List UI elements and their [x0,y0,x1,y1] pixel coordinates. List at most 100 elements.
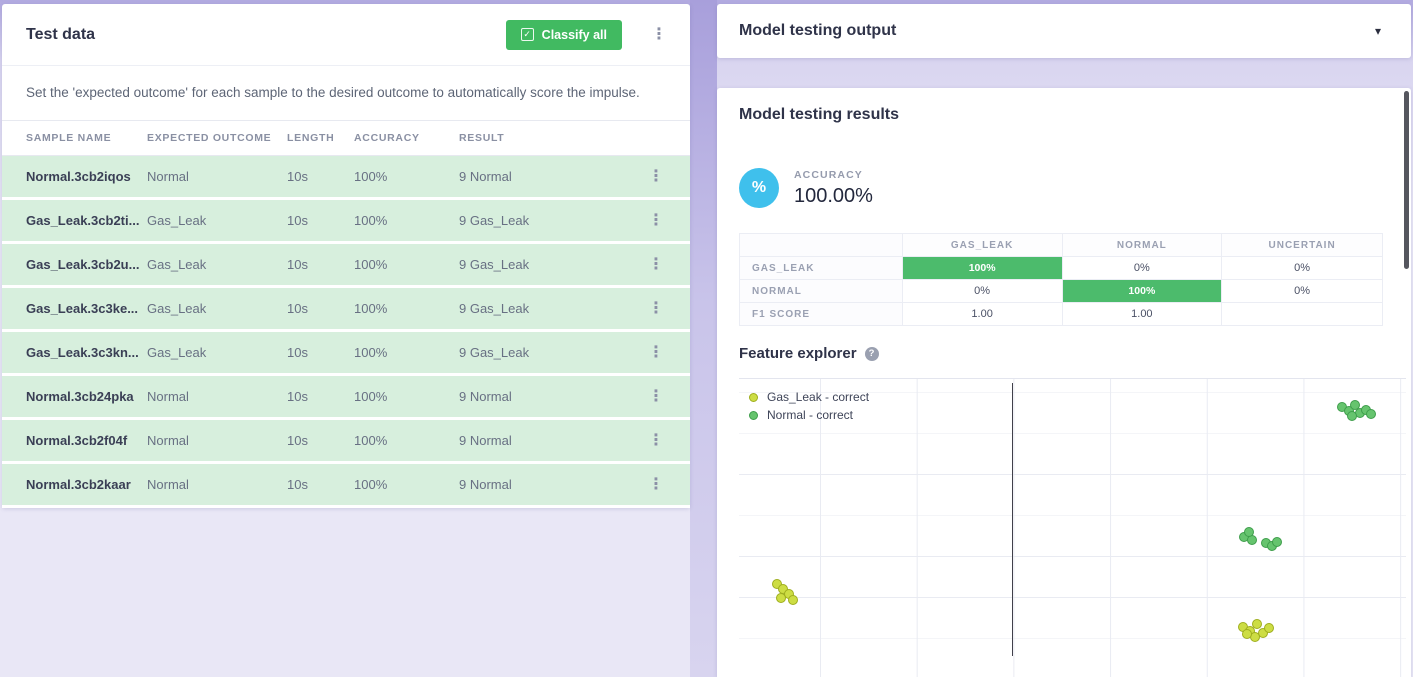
accuracy: 100% [354,330,459,376]
results-title: Model testing results [739,106,900,123]
sample-name: Gas_Leak.3c3ke... [2,286,147,332]
row-menu-icon[interactable]: ⋮ [648,299,664,317]
test-data-description: Set the 'expected outcome' for each samp… [26,85,640,100]
cm-cell: 1.00 [901,302,1063,326]
scatter-point[interactable] [1252,619,1262,629]
accuracy: 100% [354,155,459,200]
legend-item[interactable]: Gas_Leak - correct [749,390,869,404]
accuracy: 100% [354,242,459,288]
length: 10s [287,286,354,332]
scatter-point[interactable] [1264,623,1274,633]
row-menu-icon[interactable]: ⋮ [648,211,664,229]
row-menu-icon[interactable]: ⋮ [648,387,664,405]
panel-menu-icon[interactable]: ⋮ [651,25,667,43]
legend-label: Normal - correct [767,408,854,422]
classify-all-button[interactable]: ✓ Classify all [505,19,622,50]
col-sample-name: SAMPLE NAME [2,120,147,156]
scrollbar[interactable] [1404,91,1409,269]
scatter-point[interactable] [788,595,798,605]
percent-icon: % [739,168,779,208]
length: 10s [287,242,354,288]
cm-corner-cell [739,233,903,257]
cm-row-label: GAS_LEAK [739,256,903,280]
cm-cell: 0% [1061,256,1223,280]
feature-explorer-title: Feature explorer [739,345,857,362]
help-icon[interactable]: ? [864,346,879,361]
feature-explorer-chart: Gas_Leak - correct Normal - correct [739,378,1406,677]
accuracy-label: ACCURACY [794,168,863,181]
confusion-matrix: GAS_LEAK NORMAL UNCERTAIN GAS_LEAK 100% … [739,233,1383,326]
result: 9 Normal [459,462,622,508]
cm-row-label: NORMAL [739,279,903,303]
result: 9 Gas_Leak [459,286,622,332]
result: 9 Normal [459,155,622,200]
samples-header-row: SAMPLE NAME EXPECTED OUTCOME LENGTH ACCU… [2,120,690,156]
scatter-point[interactable] [1242,629,1252,639]
expected-outcome: Normal [147,374,287,420]
cm-cell: 100% [1061,279,1223,303]
legend-item[interactable]: Normal - correct [749,408,869,422]
result: 9 Normal [459,374,622,420]
row-menu-icon[interactable]: ⋮ [648,475,664,493]
length: 10s [287,374,354,420]
sample-name: Normal.3cb2f04f [2,418,147,464]
legend-dot [749,410,758,420]
table-row: Normal.3cb24pka Normal 10s 100% 9 Normal… [2,374,690,420]
cm-cell: 100% [901,256,1063,280]
table-row: Normal.3cb2iqos Normal 10s 100% 9 Normal… [2,155,690,200]
row-menu-icon[interactable]: ⋮ [648,343,664,361]
table-row: Gas_Leak.3cb2ti... Gas_Leak 10s 100% 9 G… [2,198,690,244]
cm-cell [1221,302,1383,326]
test-data-header: Test data ✓ Classify all ⋮ [2,4,690,66]
length: 10s [287,462,354,508]
feature-explorer-title-row: Feature explorer ? [739,345,879,362]
cm-cell: 0% [1221,279,1383,303]
cm-header-row: GAS_LEAK NORMAL UNCERTAIN [739,233,1383,257]
legend-label: Gas_Leak - correct [767,390,870,404]
cm-row: GAS_LEAK 100% 0% 0% [739,256,1383,280]
output-title: Model testing output [739,22,897,39]
length: 10s [287,330,354,376]
result: 9 Normal [459,418,622,464]
table-row: Normal.3cb2f04f Normal 10s 100% 9 Normal… [2,418,690,464]
table-row: Normal.3cb2kaar Normal 10s 100% 9 Normal… [2,462,690,508]
expected-outcome: Gas_Leak [147,242,287,288]
legend-dot [749,392,758,402]
chevron-down-icon[interactable]: ▾ [1374,24,1381,38]
row-menu-icon[interactable]: ⋮ [648,431,664,449]
sample-name: Gas_Leak.3cb2ti... [2,198,147,244]
expected-outcome: Gas_Leak [147,286,287,332]
accuracy-block: % ACCURACY 100.00% [739,168,873,208]
col-length: LENGTH [287,120,354,156]
sample-name: Normal.3cb24pka [2,374,147,420]
accuracy: 100% [354,418,459,464]
scatter-point[interactable] [1272,537,1282,547]
scatter-point[interactable] [1347,411,1357,421]
cm-row: F1 SCORE 1.00 1.00 [739,302,1383,326]
scatter-point[interactable] [1244,527,1254,537]
table-row: Gas_Leak.3c3kn... Gas_Leak 10s 100% 9 Ga… [2,330,690,376]
row-menu-icon[interactable]: ⋮ [648,167,664,185]
col-expected-outcome: EXPECTED OUTCOME [147,120,287,156]
length: 10s [287,155,354,200]
samples-table: SAMPLE NAME EXPECTED OUTCOME LENGTH ACCU… [2,120,690,508]
sample-name: Normal.3cb2kaar [2,462,147,508]
check-square-icon: ✓ [520,28,534,41]
cm-cell: 1.00 [1061,302,1223,326]
chart-axis-line [1012,383,1013,656]
cm-cell: 0% [901,279,1063,303]
scatter-point[interactable] [776,593,786,603]
sample-name: Gas_Leak.3cb2u... [2,242,147,288]
accuracy-value: 100.00% [794,184,873,207]
expected-outcome: Gas_Leak [147,198,287,244]
sample-name: Gas_Leak.3c3kn... [2,330,147,376]
accuracy: 100% [354,462,459,508]
accuracy: 100% [354,374,459,420]
sample-name: Normal.3cb2iqos [2,155,147,200]
scatter-point[interactable] [1366,409,1376,419]
result: 9 Gas_Leak [459,242,622,288]
panel-gap [690,0,717,677]
length: 10s [287,198,354,244]
result: 9 Gas_Leak [459,198,622,244]
row-menu-icon[interactable]: ⋮ [648,255,664,273]
